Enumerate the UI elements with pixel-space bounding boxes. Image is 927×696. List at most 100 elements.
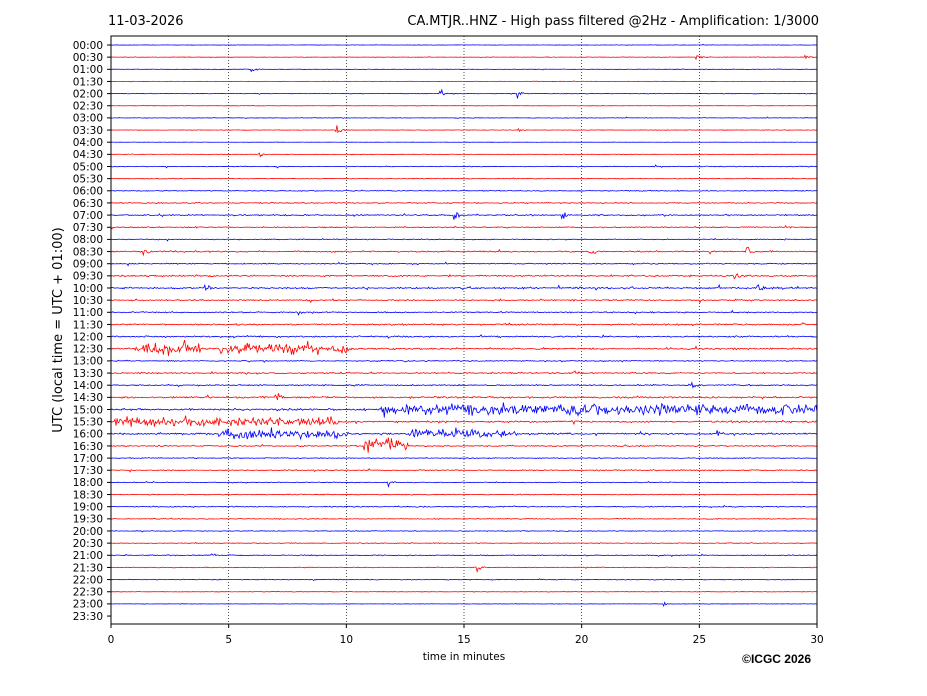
- trace-row-0700: [111, 212, 817, 220]
- y-tick-label: 15:00: [73, 404, 103, 416]
- y-axis: 00:0000:3001:0001:3002:0002:3003:0003:30…: [73, 40, 111, 623]
- trace-row-0500: [111, 164, 817, 169]
- y-tick-label: 15:30: [73, 416, 103, 428]
- trace-row-1300: [111, 359, 817, 363]
- trace-row-0600: [111, 189, 817, 192]
- trace-row-1100: [111, 309, 817, 316]
- chart-date: 11-03-2026: [108, 14, 184, 29]
- trace-row-1700: [111, 457, 817, 460]
- y-tick-label: 03:00: [73, 113, 103, 125]
- y-tick-label: 00:00: [73, 40, 103, 52]
- x-tick-label: 25: [693, 634, 706, 646]
- x-axis-label: time in minutes: [423, 651, 505, 663]
- trace-row-2230: [111, 590, 817, 593]
- trace-row-0730: [111, 225, 817, 230]
- x-tick-label: 15: [457, 634, 470, 646]
- y-tick-label: 17:00: [73, 453, 103, 465]
- y-tick-label: 18:30: [73, 489, 103, 501]
- y-tick-label: 04:00: [73, 137, 103, 149]
- trace-row-2030: [111, 541, 817, 545]
- trace-row-0830: [111, 246, 817, 257]
- trace-row-1400: [111, 381, 817, 389]
- y-tick-label: 11:00: [73, 307, 103, 319]
- trace-row-1000: [111, 283, 817, 292]
- y-tick-label: 10:00: [73, 283, 103, 295]
- y-tick-label: 12:00: [73, 331, 103, 343]
- trace-row-1800: [111, 481, 817, 488]
- trace-row-1430: [111, 393, 817, 401]
- y-tick-label: 00:30: [73, 52, 103, 64]
- trace-row-1730: [111, 468, 817, 473]
- trace-row-2300: [111, 601, 817, 608]
- y-tick-label: 02:00: [73, 88, 103, 100]
- y-tick-label: 05:30: [73, 173, 103, 185]
- trace-row-1230: [111, 339, 817, 356]
- y-tick-label: 01:30: [73, 76, 103, 88]
- y-tick-label: 07:00: [73, 210, 103, 222]
- y-tick-label: 22:00: [73, 574, 103, 586]
- trace-row-1930: [111, 517, 817, 520]
- y-tick-label: 05:00: [73, 161, 103, 173]
- y-tick-label: 02:30: [73, 101, 103, 113]
- y-tick-label: 20:00: [73, 526, 103, 538]
- y-tick-label: 20:30: [73, 538, 103, 550]
- y-tick-label: 08:00: [73, 234, 103, 246]
- trace-row-1830: [111, 493, 817, 496]
- x-tick-label: 30: [810, 634, 823, 646]
- trace-row-1030: [111, 298, 817, 304]
- y-tick-label: 21:30: [73, 562, 103, 574]
- y-tick-label: 03:30: [73, 125, 103, 137]
- y-tick-label: 23:30: [73, 611, 103, 623]
- seismic-traces: [111, 43, 817, 608]
- y-tick-label: 18:00: [73, 477, 103, 489]
- trace-row-1900: [111, 504, 817, 509]
- y-tick-label: 07:30: [73, 222, 103, 234]
- y-tick-label: 04:30: [73, 149, 103, 161]
- y-tick-label: 17:30: [73, 465, 103, 477]
- trace-row-0000: [111, 43, 817, 46]
- y-tick-label: 09:00: [73, 259, 103, 271]
- y-tick-label: 23:00: [73, 599, 103, 611]
- y-tick-label: 19:30: [73, 514, 103, 526]
- trace-row-0100: [111, 68, 817, 73]
- y-tick-label: 16:30: [73, 441, 103, 453]
- trace-row-0630: [111, 201, 817, 205]
- trace-row-0330: [111, 125, 817, 134]
- y-tick-label: 06:30: [73, 198, 103, 210]
- chart-title: CA.MTJR..HNZ - High pass filtered @2Hz -…: [407, 14, 819, 29]
- x-tick-label: 10: [340, 634, 353, 646]
- trace-row-0300: [111, 116, 817, 119]
- y-tick-label: 19:00: [73, 502, 103, 514]
- trace-row-2130: [111, 566, 817, 574]
- copyright-label: ©ICGC 2026: [742, 652, 811, 666]
- x-axis: 0 5 10 15 20 25 30: [108, 624, 824, 646]
- trace-row-0230: [111, 104, 817, 107]
- y-tick-label: 21:00: [73, 550, 103, 562]
- trace-row-1500: [111, 402, 817, 418]
- trace-row-1200: [111, 334, 817, 339]
- trace-row-0800: [111, 237, 817, 242]
- y-tick-label: 01:00: [73, 64, 103, 76]
- y-tick-label: 08:30: [73, 246, 103, 258]
- trace-row-0130: [111, 80, 817, 83]
- trace-row-0200: [111, 88, 817, 99]
- y-tick-label: 12:30: [73, 344, 103, 356]
- grid-lines: [228, 36, 700, 624]
- trace-row-0530: [111, 177, 817, 180]
- y-tick-label: 22:30: [73, 587, 103, 599]
- trace-row-0930: [111, 272, 817, 280]
- trace-row-2100: [111, 553, 817, 558]
- y-tick-label: 06:00: [73, 186, 103, 198]
- y-tick-label: 13:30: [73, 368, 103, 380]
- trace-row-1530: [111, 415, 817, 428]
- trace-row-0430: [111, 152, 817, 158]
- y-tick-label: 13:00: [73, 356, 103, 368]
- trace-row-0030: [111, 54, 817, 61]
- x-tick-label: 5: [225, 634, 232, 646]
- y-tick-label: 16:00: [73, 429, 103, 441]
- y-tick-label: 14:00: [73, 380, 103, 392]
- x-tick-label: 0: [108, 634, 115, 646]
- y-tick-label: 14:30: [73, 392, 103, 404]
- y-axis-label: UTC (local time = UTC + 01:00): [51, 227, 66, 432]
